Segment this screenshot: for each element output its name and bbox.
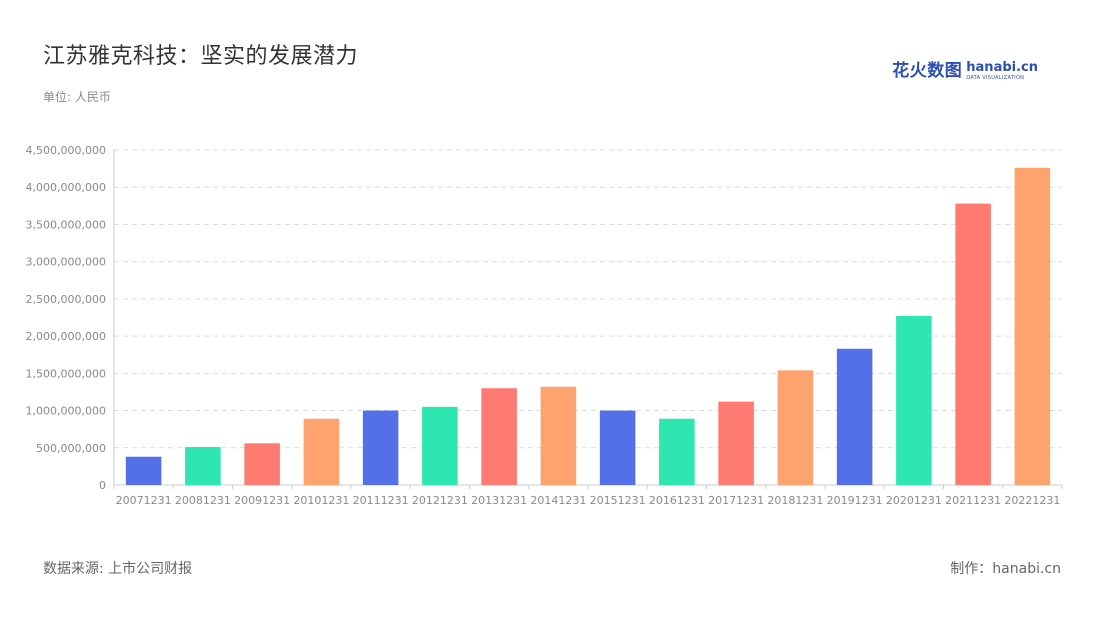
x-tick-labels: 20071231 20081231 20091231 20101231 20111231… (116, 494, 1061, 507)
bar-20121231 (422, 406, 458, 485)
x-tick-label: 20101231 (293, 494, 349, 507)
x-tick-label: 20211231 (945, 494, 1001, 507)
brand-domain: hanabi.cn (966, 60, 1038, 75)
brand-tagline: DATA VISUALIZATION (966, 75, 1025, 81)
y-tick-label: 2,000,000,000 (26, 330, 106, 343)
x-tick-label: 20181231 (767, 494, 823, 507)
y-tick-label: 500,000,000 (36, 442, 106, 455)
unit-label: 单位: 人民币 (43, 90, 111, 104)
y-tick-label: 0 (99, 479, 106, 492)
y-tick-label: 3,500,000,000 (26, 218, 106, 231)
x-tick-label: 20091231 (234, 494, 290, 507)
bar-20191231 (836, 348, 873, 485)
y-tick-label: 3,000,000,000 (26, 256, 106, 269)
x-tick-label: 20121231 (412, 494, 468, 507)
bar-20161231 (659, 418, 695, 485)
x-tick-label: 20131231 (471, 494, 527, 507)
bar-20091231 (244, 443, 280, 485)
x-tick-label: 20151231 (590, 494, 646, 507)
bar-20131231 (481, 388, 517, 485)
brand-name-cn: 花火数图 (892, 61, 963, 81)
brand-logo: 花火数图 hanabi.cn DATA VISUALIZATION (892, 56, 1038, 81)
data-source: 数据来源: 上市公司财报 (43, 561, 193, 577)
bar-20181231 (777, 370, 814, 485)
bar-20081231 (185, 447, 221, 485)
bar-20111231 (362, 410, 399, 485)
bar-20201231 (896, 316, 932, 485)
x-tick-label: 20141231 (530, 494, 586, 507)
brand-domain-block: hanabi.cn DATA VISUALIZATION (966, 61, 1038, 81)
y-tick-label: 4,000,000,000 (26, 181, 106, 194)
x-tick-label: 20161231 (649, 494, 705, 507)
x-tick-label: 20171231 (708, 494, 764, 507)
y-tick-label: 4,500,000,000 (26, 144, 106, 157)
x-tick-label: 20191231 (827, 494, 883, 507)
y-tick-label: 1,000,000,000 (26, 405, 106, 418)
bar-20221231 (1014, 167, 1051, 485)
bar-20171231 (718, 401, 754, 485)
x-tick-label: 20111231 (353, 494, 409, 507)
bar-layer (125, 167, 1051, 485)
bar-20101231 (303, 418, 340, 485)
bar-20151231 (599, 410, 636, 485)
y-tick-label: 2,500,000,000 (26, 293, 106, 306)
y-tick-labels: 0 500,000,000 1,000,000,000 1,500,000,000 2,… (26, 144, 106, 492)
bar-20141231 (540, 386, 577, 485)
x-tick-label: 20201231 (886, 494, 942, 507)
x-tick-label: 20071231 (116, 494, 172, 507)
y-tick-label: 1,500,000,000 (26, 367, 106, 380)
bar-20071231 (125, 456, 162, 485)
chart-title: 江苏雅克科技：坚实的发展潜力 (43, 44, 359, 69)
x-tick-label: 20221231 (1004, 494, 1060, 507)
x-tick-label: 20081231 (175, 494, 231, 507)
credit-label: 制作：hanabi.cn (950, 561, 1061, 577)
bar-20211231 (955, 203, 991, 485)
